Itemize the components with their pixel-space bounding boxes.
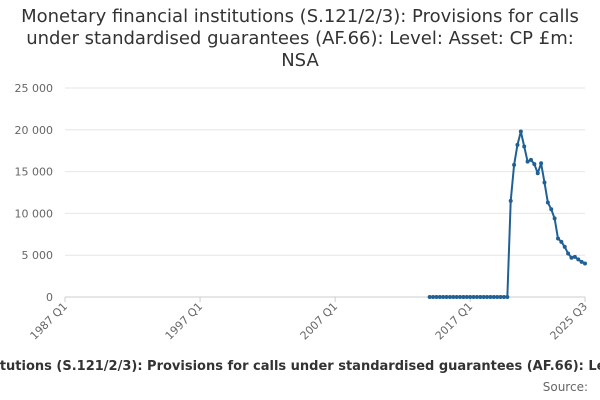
data-point (427, 295, 432, 299)
data-point (572, 254, 577, 259)
data-point (471, 295, 476, 299)
data-point (566, 251, 571, 256)
data-point (431, 295, 436, 299)
data-point (508, 198, 513, 203)
y-tick-label: 15 000 (15, 166, 54, 179)
data-point (444, 295, 449, 299)
data-point (559, 239, 564, 244)
series-line (429, 130, 586, 298)
data-point (528, 157, 533, 162)
data-point (569, 255, 574, 260)
chart-title: Monetary financial institutions (S.121/2… (21, 6, 579, 71)
data-point (498, 295, 503, 299)
data-point (474, 295, 479, 299)
data-point (461, 295, 466, 299)
data-point (478, 295, 483, 299)
data-point (579, 259, 584, 264)
data-point (542, 180, 547, 185)
data-point (518, 129, 523, 134)
data-point (488, 295, 493, 299)
data-point (532, 162, 537, 167)
data-point (549, 207, 554, 212)
x-axis-ticks: 1987 Q1 1997 Q1 2007 Q1 2017 Q1 2025 Q3 (28, 297, 591, 343)
x-tick-label: 2017 Q1 (433, 300, 476, 343)
y-axis-ticks: 0 5 000 10 000 15 000 20 000 25 000 (15, 82, 54, 304)
data-point (464, 295, 469, 299)
data-point (491, 295, 496, 299)
data-point (576, 257, 581, 262)
data-point (485, 295, 490, 299)
data-point (522, 144, 527, 149)
data-point (447, 295, 452, 299)
data-point (501, 295, 506, 299)
data-point (512, 162, 517, 167)
data-point (562, 244, 567, 249)
data-point (555, 236, 560, 241)
data-point (525, 159, 530, 164)
data-point (441, 295, 446, 299)
y-tick-label: 25 000 (15, 82, 54, 95)
data-point (552, 216, 557, 221)
data-point (495, 295, 500, 299)
data-point (505, 295, 510, 299)
data-point (468, 295, 473, 299)
data-point (434, 295, 439, 299)
source-label: Source: (542, 380, 588, 394)
data-point (535, 171, 540, 176)
series-caption: Monetary financial institutions (S.121/2… (0, 359, 600, 374)
data-point (481, 295, 486, 299)
series-layer (427, 129, 587, 299)
x-tick-label: 1987 Q1 (28, 300, 71, 343)
x-tick-label: 2025 Q3 (548, 300, 591, 343)
x-tick-label: 2007 Q1 (298, 300, 341, 343)
data-point (437, 295, 442, 299)
x-tick-label: 1997 Q1 (163, 300, 206, 343)
data-point (458, 295, 463, 299)
data-point (583, 261, 587, 266)
y-tick-label: 5 000 (22, 249, 54, 262)
series-caption-text: Monetary financial institutions (S.121/2… (0, 359, 600, 374)
grid-lines (65, 87, 585, 256)
y-tick-label: 0 (46, 291, 53, 304)
data-point (515, 142, 520, 147)
y-tick-label: 20 000 (15, 124, 54, 137)
data-point (545, 200, 550, 205)
data-point (539, 161, 544, 166)
data-point (451, 295, 456, 299)
y-tick-label: 10 000 (15, 207, 54, 220)
data-point (454, 295, 459, 299)
